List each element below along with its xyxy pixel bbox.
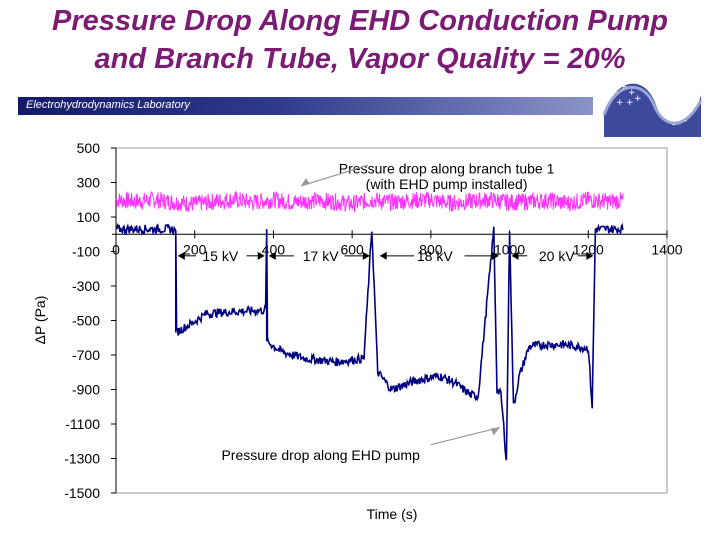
annotation-kv20: 20 kV (539, 248, 575, 264)
y-tick-label: -1100 (65, 416, 100, 432)
series-layer (115, 190, 624, 461)
y-tick-label: 500 (77, 140, 101, 156)
y-tick-label: -1300 (64, 451, 100, 467)
x-tick-label: 0 (112, 241, 120, 257)
arrowhead-icon (379, 251, 387, 260)
arrowhead-icon (362, 251, 370, 260)
svg-text:+: + (620, 82, 628, 92)
arrowhead-icon (257, 251, 265, 260)
annotation-pump_label: Pressure drop along EHD pump (221, 447, 420, 463)
y-tick-label: 100 (77, 209, 101, 225)
svg-text:-: - (672, 120, 675, 130)
slide-title-line-1: Pressure Drop Along EHD Conduction Pump (51, 5, 668, 37)
voltage-interval-markers (177, 251, 594, 260)
x-axis-label: Time (s) (367, 506, 418, 522)
y-tick-label: -1500 (64, 485, 100, 501)
arrowhead-icon (511, 251, 519, 260)
annotation-branch_label_2: (with EHD pump installed) (366, 176, 528, 192)
svg-text:+: + (610, 88, 618, 98)
svg-text:+: + (628, 88, 636, 98)
pump-pointer-line (430, 426, 500, 446)
x-tick-label: 1200 (573, 241, 604, 257)
svg-text:+: + (626, 98, 634, 108)
pressure-drop-chart: 500 300 100 -100 -300 -500 -700 -900 -1100 -1300 -… (32, 140, 683, 522)
x-tick-label: 600 (340, 241, 364, 257)
y-tick-label: -500 (72, 313, 100, 329)
y-tick-label: -700 (72, 347, 100, 363)
arrowhead-icon (491, 251, 499, 260)
arrowhead-icon (268, 251, 276, 260)
branch-pointer-line (300, 164, 369, 187)
arrowhead-icon (586, 251, 594, 260)
series-line-branch-tube (115, 190, 624, 213)
x-axis-ticks: 0 200 400 600 800 1000 1200 1400 (112, 230, 683, 257)
y-axis-label: ΔP (Pa) (32, 296, 48, 345)
header-bar: Electrohydrodynamics Laboratory (18, 97, 593, 115)
svg-text:-: - (684, 116, 687, 126)
svg-text:+: + (616, 98, 624, 108)
svg-text:-: - (666, 113, 669, 123)
annotation-kv17: 17 kV (303, 248, 339, 264)
pointer-arrowhead-icon (490, 427, 500, 436)
series-line-ehd-pump (115, 222, 624, 461)
y-tick-label: -100 (72, 244, 100, 260)
svg-text:-: - (676, 108, 679, 118)
ehd-lab-logo-icon: +++ + + + - -- -- (602, 82, 703, 137)
lab-name: Electrohydrodynamics Laboratory (26, 99, 190, 111)
annotation-kv15: 15 kV (202, 248, 238, 264)
pointer-arrowhead-icon (300, 177, 310, 186)
x-tick-label: 200 (183, 241, 207, 257)
slide-title: Pressure Drop Along EHD Conduction Pump … (0, 2, 720, 78)
y-axis-ticks: 500 300 100 -100 -300 -500 -700 -900 -1100 -1300 -… (64, 140, 116, 501)
svg-text:-: - (690, 106, 693, 116)
y-tick-label: -900 (72, 382, 100, 398)
svg-text:+: + (634, 94, 642, 104)
annotations: Pressure drop along branch tube 1(with E… (202, 161, 575, 463)
annotation-branch_label_1: Pressure drop along branch tube 1 (339, 161, 555, 177)
arrowhead-icon (177, 251, 185, 260)
x-tick-label: 1400 (651, 241, 682, 257)
x-tick-label: 800 (419, 241, 443, 257)
slide-title-line-2: and Branch Tube, Vapor Quality = 20% (94, 43, 626, 75)
y-tick-label: -300 (72, 278, 100, 294)
y-tick-label: 300 (77, 175, 101, 191)
annotation-kv18: 18 kV (417, 248, 453, 264)
